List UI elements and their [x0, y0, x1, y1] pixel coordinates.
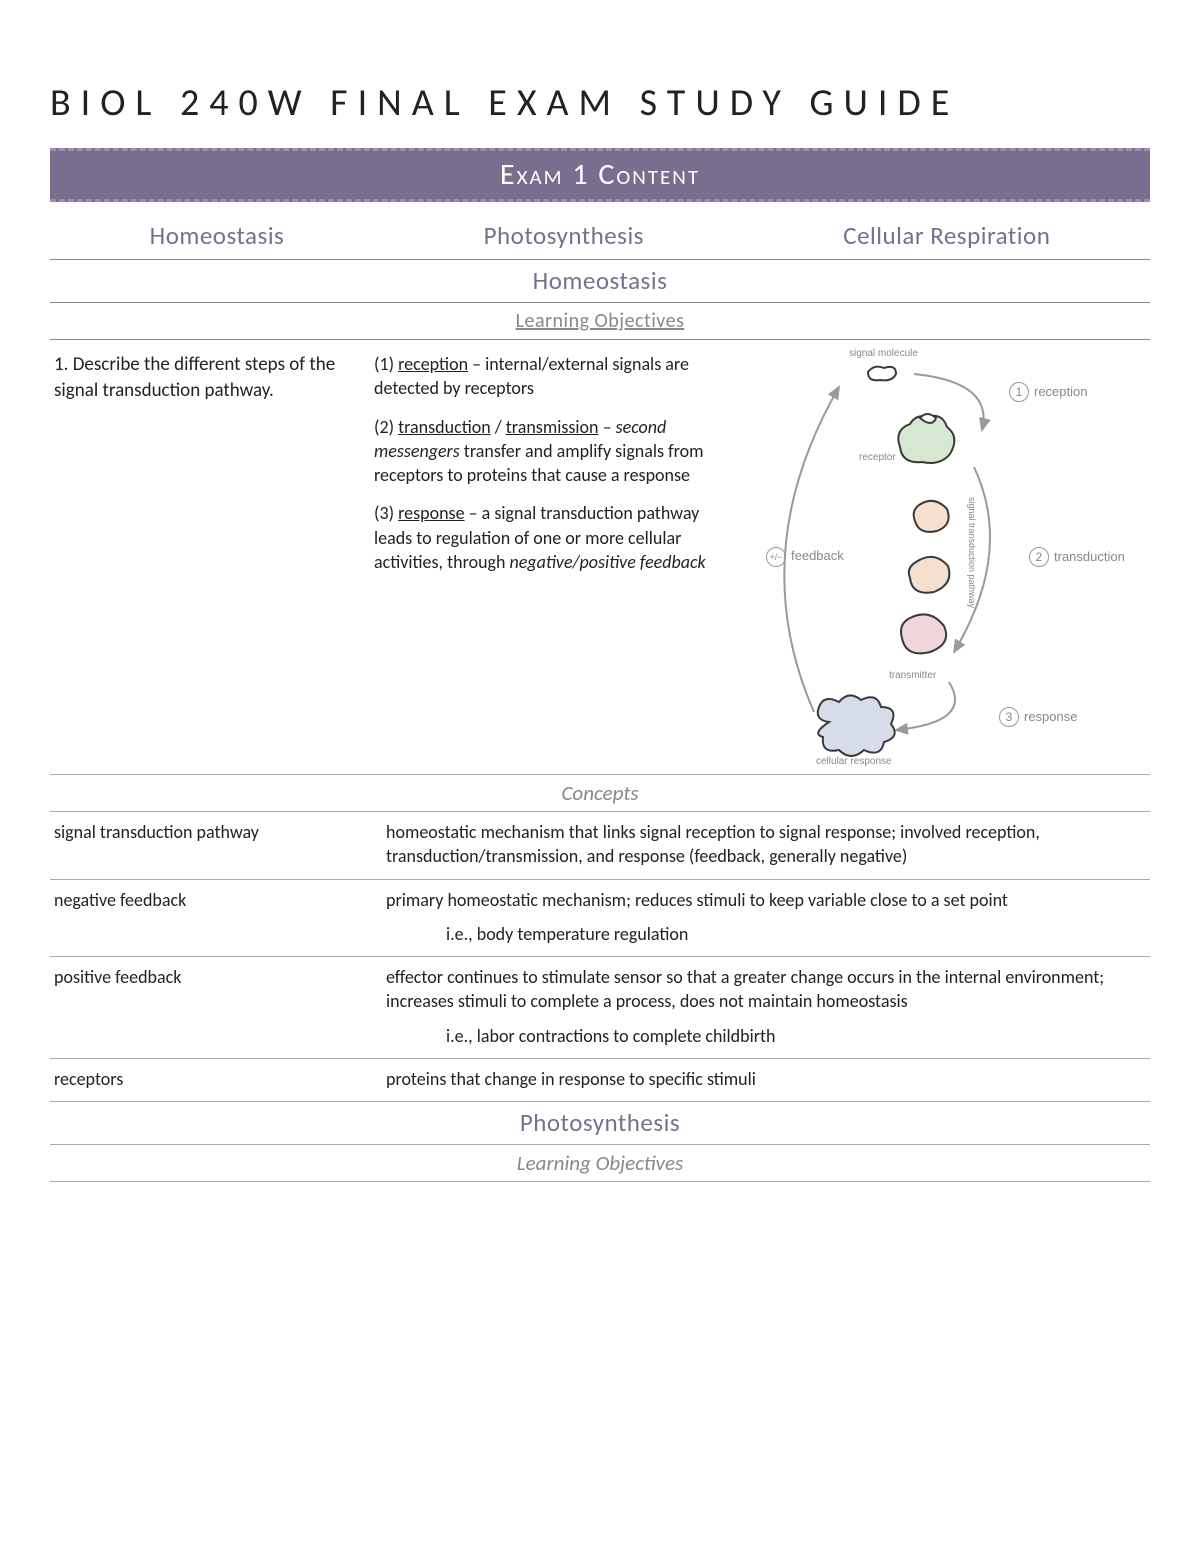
concept-term: signal transduction pathway — [54, 820, 354, 869]
label-transmitter: transmitter — [889, 670, 936, 681]
label-transduction: 2transduction — [1029, 547, 1125, 567]
text: transduction — [1054, 549, 1125, 564]
divider — [50, 1181, 1150, 1182]
page-title: BIOL 240W FINAL EXAM STUDY GUIDE — [50, 80, 1150, 126]
label-response: 3response — [999, 707, 1077, 727]
concept-row: receptors proteins that change in respon… — [50, 1059, 1150, 1101]
shape-blob-1 — [909, 497, 955, 537]
concept-definition: primary homeostatic mechanism; reduces s… — [386, 888, 1146, 947]
exam-banner: Exam 1 Content — [50, 148, 1150, 202]
concept-example: i.e., body temperature regulation — [386, 922, 1146, 946]
section-heading-photosynthesis: Photosynthesis — [50, 1102, 1150, 1144]
shape-blob-3 — [896, 610, 954, 658]
label-reception: 1reception — [1009, 382, 1087, 402]
text: negative/positive feedback — [510, 551, 706, 573]
concept-example: i.e., labor contractions to complete chi… — [386, 1024, 1146, 1048]
concept-row: negative feedback primary homeostatic me… — [50, 880, 1150, 957]
topics-row: Homeostasis Photosynthesis Cellular Resp… — [50, 216, 1150, 259]
text: – — [599, 416, 616, 438]
shape-signal-molecule — [864, 362, 900, 384]
concept-row: signal transduction pathway homeostatic … — [50, 812, 1150, 879]
text: primary homeostatic mechanism; reduces s… — [386, 888, 1146, 912]
signal-transduction-diagram: signal molecule 1reception receptor sign… — [754, 352, 1134, 762]
learning-objectives-label: Learning Objectives — [50, 303, 1150, 339]
text: transmission — [506, 416, 599, 438]
label-receptor: receptor — [859, 452, 896, 463]
label-cellular-response: cellular response — [816, 756, 892, 767]
text: / — [491, 416, 506, 438]
text: (1) — [374, 353, 398, 375]
shape-blob-2 — [904, 552, 956, 598]
concept-row: positive feedback effector continues to … — [50, 957, 1150, 1058]
objective-answer: (1) reception – internal/external signal… — [374, 352, 734, 588]
banner-text: Exam 1 Content — [500, 156, 700, 193]
text: response — [398, 502, 464, 524]
shape-receptor — [892, 412, 962, 467]
concepts-label: Concepts — [50, 775, 1150, 811]
objective-question: 1. Describe the different steps of the s… — [54, 352, 354, 403]
topic-homeostasis: Homeostasis — [150, 220, 285, 251]
label-signal-molecule: signal molecule — [849, 348, 918, 359]
text: feedback — [791, 548, 844, 563]
text: (2) — [374, 416, 398, 438]
text: response — [1024, 709, 1077, 724]
label-feedback: +/−feedback — [766, 547, 844, 567]
text: reception — [398, 353, 468, 375]
concept-definition: effector continues to stimulate sensor s… — [386, 965, 1146, 1048]
concept-term: negative feedback — [54, 888, 354, 947]
shape-cellular-response — [809, 692, 904, 762]
text: effector continues to stimulate sensor s… — [386, 965, 1146, 1014]
text: transduction — [398, 416, 491, 438]
concept-definition: homeostatic mechanism that links signal … — [386, 820, 1146, 869]
topic-cellular-respiration: Cellular Respiration — [843, 220, 1050, 251]
text: reception — [1034, 384, 1087, 399]
section-heading-homeostasis: Homeostasis — [50, 260, 1150, 302]
concept-definition: proteins that change in response to spec… — [386, 1067, 1146, 1091]
concept-term: positive feedback — [54, 965, 354, 1048]
label-pathway: signal transduction pathway — [967, 497, 977, 647]
text: (3) — [374, 502, 398, 524]
topic-photosynthesis: Photosynthesis — [484, 220, 644, 251]
concept-term: receptors — [54, 1067, 354, 1091]
learning-objectives-label-2: Learning Objectives — [50, 1145, 1150, 1181]
objective-row: 1. Describe the different steps of the s… — [50, 340, 1150, 774]
